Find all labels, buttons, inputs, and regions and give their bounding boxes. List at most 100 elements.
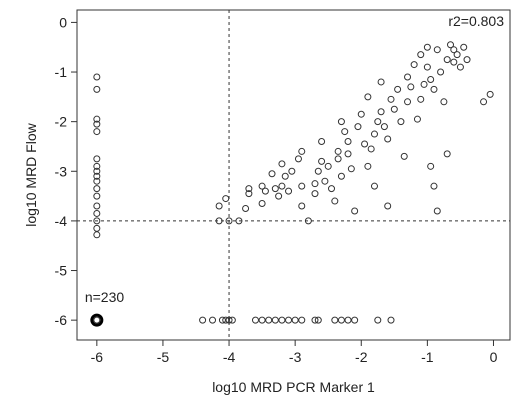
- data-point: [285, 316, 293, 324]
- data-point: [199, 316, 207, 324]
- data-point: [480, 98, 488, 106]
- data-point: [417, 51, 425, 59]
- data-point: [337, 172, 345, 180]
- data-point: [294, 155, 302, 163]
- data-point: [93, 155, 101, 163]
- data-point: [278, 316, 286, 324]
- data-point: [311, 180, 319, 188]
- data-point: [93, 231, 101, 239]
- data-point: [215, 217, 223, 225]
- data-point: [222, 316, 230, 324]
- x-tick-label: -3: [289, 349, 302, 365]
- data-point: [93, 224, 101, 232]
- data-point: [311, 190, 319, 198]
- data-point: [93, 115, 101, 123]
- data-point: [245, 185, 253, 193]
- data-point: [268, 170, 276, 178]
- data-point: [387, 95, 395, 103]
- data-point: [291, 316, 299, 324]
- data-point: [298, 182, 306, 190]
- data-point: [258, 316, 266, 324]
- data-point: [278, 160, 286, 168]
- data-point: [235, 217, 243, 225]
- data-point: [331, 316, 339, 324]
- data-point: [344, 316, 352, 324]
- data-point: [443, 150, 451, 158]
- data-point: [357, 110, 365, 118]
- x-axis-label: log10 MRD PCR Marker 1: [212, 379, 375, 395]
- data-point: [344, 138, 352, 146]
- data-point: [437, 68, 445, 76]
- data-point: [271, 185, 279, 193]
- data-point: [318, 138, 326, 146]
- y-tick-label: 0: [59, 14, 67, 30]
- data-point: [456, 63, 464, 71]
- data-point: [367, 145, 375, 153]
- data-point: [443, 56, 451, 64]
- data-point: [271, 316, 279, 324]
- data-point: [93, 185, 101, 193]
- plot-frame: [76, 9, 511, 341]
- data-point: [311, 316, 319, 324]
- data-point: [453, 51, 461, 59]
- data-point: [225, 316, 233, 324]
- data-point: [93, 192, 101, 200]
- data-point: [93, 73, 101, 81]
- data-point: [400, 152, 408, 160]
- data-point-cluster: [90, 313, 104, 327]
- data-point: [93, 316, 101, 324]
- data-point: [209, 316, 217, 324]
- data-point: [380, 123, 388, 131]
- x-tick-label: -4: [223, 349, 236, 365]
- data-point: [423, 43, 431, 51]
- data-point: [93, 128, 101, 136]
- data-point: [281, 172, 289, 180]
- data-point: [404, 73, 412, 81]
- data-point: [417, 95, 425, 103]
- data-point: [337, 118, 345, 126]
- data-point: [486, 90, 494, 98]
- y-tick-label: -4: [55, 213, 68, 229]
- data-point: [384, 135, 392, 143]
- data-point: [245, 190, 253, 198]
- data-point: [374, 316, 382, 324]
- data-point: [430, 182, 438, 190]
- plot-area: -6 -5 -4 -3 -2 -1 0 0 -1 -2 -3 -4 -5 -6: [55, 9, 511, 365]
- data-point: [328, 185, 336, 193]
- x-tick-label: -2: [355, 349, 368, 365]
- data-point: [463, 56, 471, 64]
- data-point: [218, 316, 226, 324]
- data-point: [314, 316, 322, 324]
- data-point: [304, 217, 312, 225]
- data-point: [324, 162, 332, 170]
- y-tick-label: -2: [55, 114, 68, 130]
- data-point: [344, 150, 352, 158]
- data-point: [390, 105, 398, 113]
- data-point: [93, 167, 101, 175]
- data-point: [321, 177, 329, 185]
- data-point: [450, 46, 458, 54]
- data-point: [430, 85, 438, 93]
- data-point: [288, 167, 296, 175]
- data-point: [242, 204, 250, 212]
- data-point: [351, 207, 359, 215]
- data-point: [275, 192, 283, 200]
- x-tick-label: -1: [421, 349, 434, 365]
- data-point: [364, 93, 372, 101]
- n-annotation: n=230: [85, 289, 125, 305]
- data-point: [410, 61, 418, 69]
- data-point: [298, 202, 306, 210]
- data-point: [334, 147, 342, 155]
- x-tick-label: 0: [490, 349, 498, 365]
- data-point: [347, 165, 355, 173]
- data-point: [258, 182, 266, 190]
- data-point: [93, 217, 101, 225]
- data-point: [337, 316, 345, 324]
- data-point: [93, 177, 101, 185]
- data-point: [377, 108, 385, 116]
- data-point: [93, 120, 101, 128]
- data-point: [258, 200, 266, 208]
- data-point: [285, 187, 293, 195]
- x-tick-label: -5: [157, 349, 170, 365]
